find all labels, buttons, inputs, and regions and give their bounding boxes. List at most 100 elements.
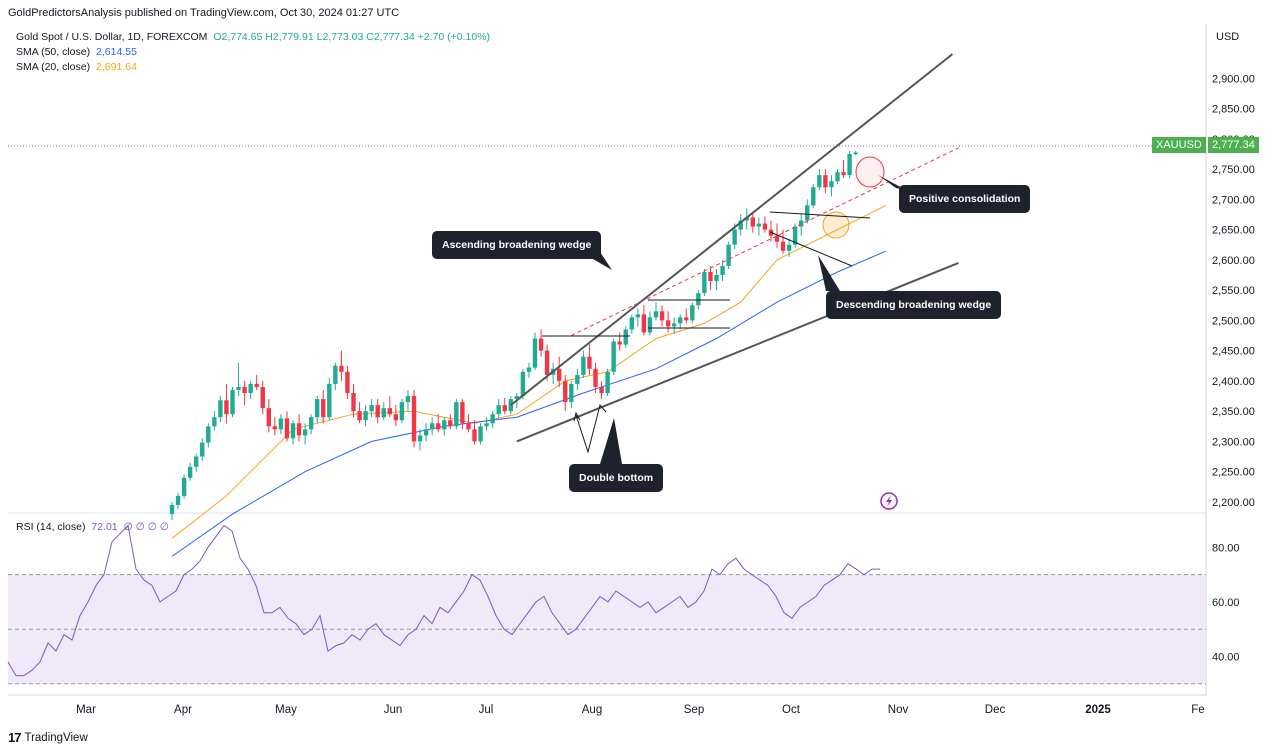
candle-body <box>496 405 501 415</box>
price-tick-label: 2,200.00 <box>1212 497 1255 509</box>
candle-body <box>617 341 622 345</box>
candle-body <box>436 423 441 430</box>
candle-body <box>690 305 695 321</box>
month-label: Aug <box>582 704 602 716</box>
candle-body <box>490 414 495 424</box>
candle-body <box>665 320 671 327</box>
candle-body <box>369 405 374 412</box>
candle-body <box>357 411 362 421</box>
candle-body <box>248 383 253 394</box>
candle-body <box>514 396 520 400</box>
candle-body <box>224 400 229 415</box>
candles-layer <box>169 150 858 521</box>
sma50-line <box>171 250 887 557</box>
price-tick-label: 2,250.00 <box>1212 467 1255 479</box>
candle-body <box>526 367 532 372</box>
candle-body <box>835 172 840 182</box>
tradingview-logo-icon: 17 <box>8 730 22 745</box>
candle-body <box>339 365 344 372</box>
candle-body <box>290 423 296 439</box>
breakout-circle <box>822 211 850 239</box>
candle-body <box>375 405 380 418</box>
rsi-label: RSI (14, close) <box>16 521 86 533</box>
rsi-pane <box>7 524 1206 685</box>
candle-body <box>726 244 731 266</box>
price-tick-label: 2,900.00 <box>1212 73 1255 85</box>
candle-body <box>599 386 604 394</box>
candle-body <box>302 429 308 436</box>
price-tick-label: 2,400.00 <box>1212 376 1255 388</box>
price-axis: 2,900.002,850.002,800.002,750.002,700.00… <box>1212 73 1255 663</box>
candle-body <box>538 338 544 351</box>
month-label: Nov <box>888 704 909 716</box>
candle-body <box>696 293 701 306</box>
candle-body <box>841 172 846 176</box>
candle-body <box>671 323 677 327</box>
candle-body <box>847 153 852 176</box>
time-axis: Mar Apr May Jun Jul Aug Sep Oct Nov Dec 2025 Fe <box>76 704 1205 716</box>
month-label: Sep <box>684 704 704 716</box>
currency-label[interactable]: USD <box>1216 31 1240 43</box>
candle-body <box>799 220 804 227</box>
sma20-legend[interactable]: SMA (20, close) 2,691.64 <box>16 61 137 73</box>
sma20-value: 2,691.64 <box>96 61 137 73</box>
candle-body <box>750 217 755 227</box>
desc-wedge-top <box>769 211 871 219</box>
month-label: May <box>275 704 297 716</box>
candle-body <box>254 383 259 387</box>
candle-body <box>744 217 749 221</box>
candle-body <box>478 426 483 442</box>
trendline <box>510 53 954 406</box>
candle-body <box>762 223 768 230</box>
candle-body <box>684 317 689 321</box>
candle-body <box>780 241 786 251</box>
sma50-label: SMA (50, close) <box>16 46 91 58</box>
lightning-icon[interactable] <box>880 492 898 510</box>
candle-body <box>792 226 798 245</box>
candle-body <box>218 400 223 418</box>
price-tick-label: 2,350.00 <box>1212 406 1255 418</box>
rsi-tick-label: 40.00 <box>1212 652 1240 664</box>
candle-body <box>641 314 647 333</box>
candle-body <box>169 504 175 515</box>
candle-body <box>817 175 822 188</box>
candle-body <box>333 365 338 384</box>
month-label: Fe <box>1191 704 1204 716</box>
candle-body <box>853 152 858 155</box>
sma50-legend[interactable]: SMA (50, close) 2,614.55 <box>16 46 137 58</box>
candle-body <box>206 426 211 443</box>
rsi-line <box>7 524 880 677</box>
double-bottom-callout[interactable]: Double bottom <box>569 464 664 492</box>
footer[interactable]: 17 TradingView <box>8 730 88 745</box>
candle-body <box>714 275 719 282</box>
candle-body <box>242 386 247 394</box>
candle-body <box>774 235 780 242</box>
positive-consolidation-callout[interactable]: Positive consolidation <box>899 185 1031 213</box>
ascending-wedge-callout[interactable]: Ascending broadening wedge <box>432 231 602 259</box>
double-bottom-marker <box>575 403 607 454</box>
candle-body <box>363 411 368 421</box>
rsi-value: 72.01 <box>91 521 118 533</box>
last-price-badge: 2,777.34 <box>1208 137 1259 153</box>
candle-body <box>460 402 465 424</box>
month-label: Jul <box>479 704 494 716</box>
descending-wedge-callout[interactable]: Descending broadening wedge <box>826 291 1002 319</box>
candle-body <box>472 429 477 442</box>
candle-body <box>557 368 562 381</box>
price-tick-label: 2,300.00 <box>1212 436 1255 448</box>
publisher-header: GoldPredictorsAnalysis published on Trad… <box>8 7 400 19</box>
price-tick-label: 2,650.00 <box>1212 225 1255 237</box>
candle-body <box>544 350 550 375</box>
candle-body <box>230 389 235 415</box>
candle-body <box>805 205 810 221</box>
trendline <box>571 147 959 336</box>
candle-body <box>605 371 610 394</box>
candle-body <box>381 408 386 418</box>
candle-body <box>272 426 278 430</box>
rsi-legend[interactable]: RSI (14, close) 72.01 ∅ ∅ ∅ ∅ <box>16 521 169 533</box>
candle-body <box>623 329 628 345</box>
candle-body <box>647 317 653 333</box>
candle-body <box>593 368 598 387</box>
symbol-legend[interactable]: Gold Spot / U.S. Dollar, 1D, FOREXCOM O2… <box>16 31 490 43</box>
